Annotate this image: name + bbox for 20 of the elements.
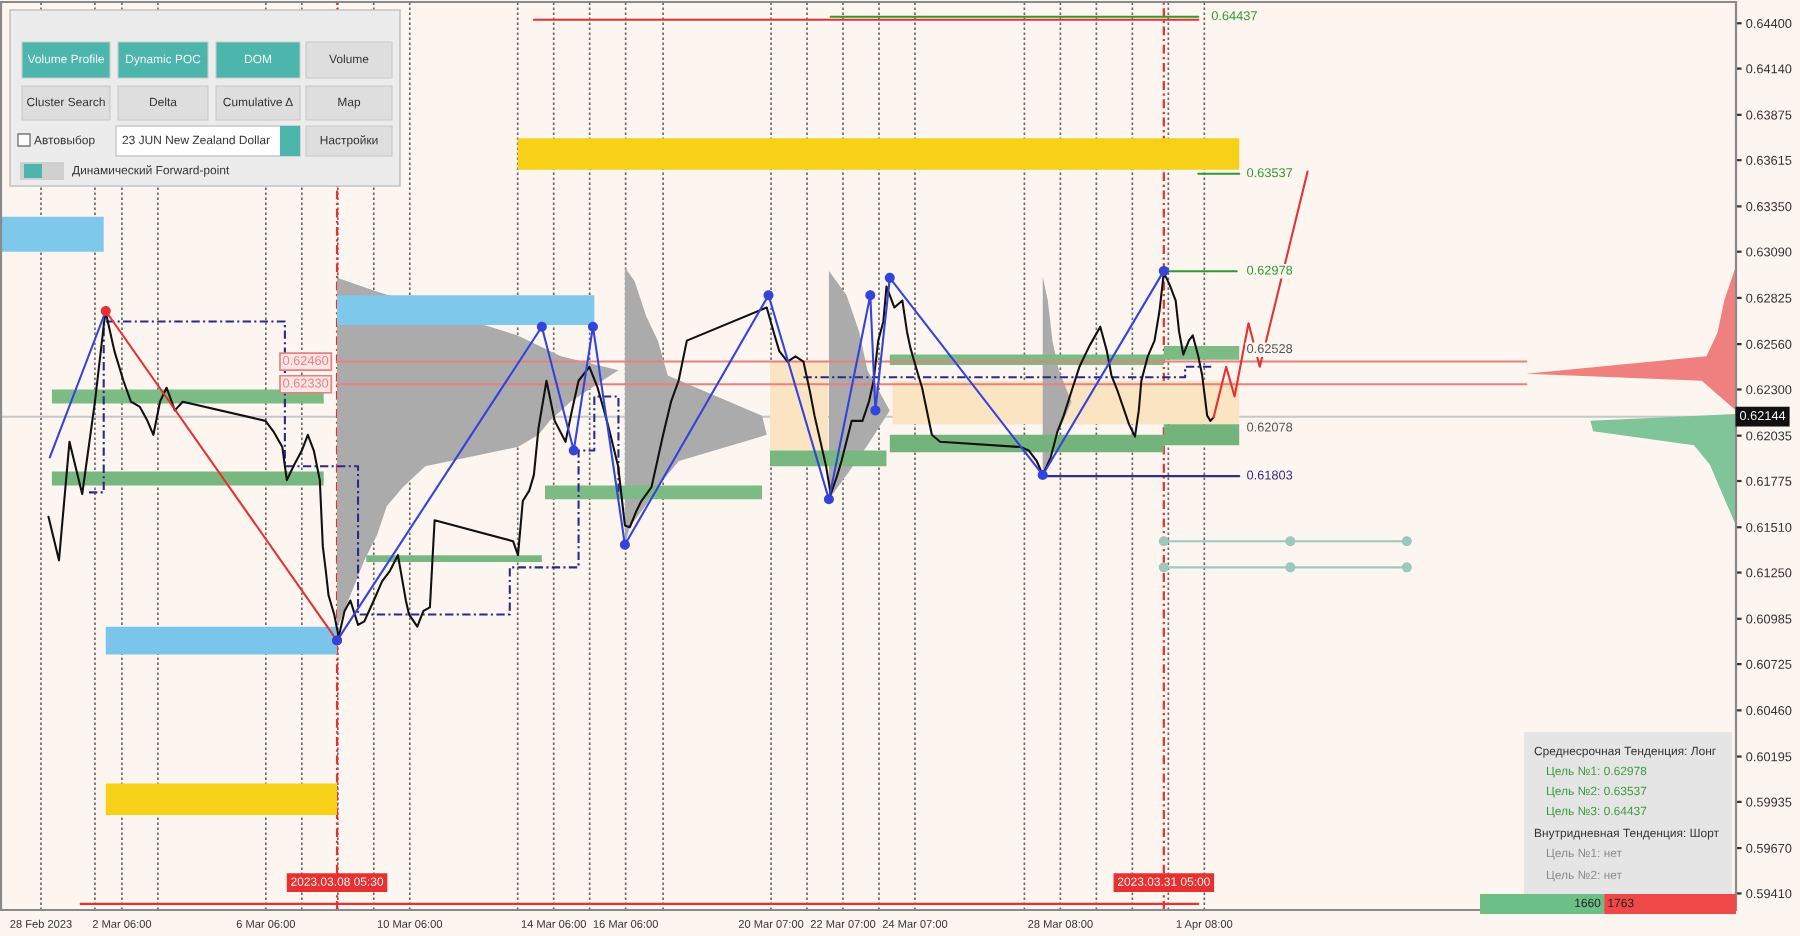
point (536, 321, 547, 332)
line-series (87, 320, 620, 616)
point (823, 494, 834, 505)
point (763, 290, 774, 301)
point (870, 405, 881, 416)
point (100, 306, 111, 316)
line-series (1212, 170, 1309, 419)
point (619, 539, 630, 550)
point (568, 445, 579, 456)
point (1037, 469, 1048, 480)
point (865, 290, 876, 301)
point (884, 272, 895, 283)
point (1158, 536, 1169, 547)
point (1158, 562, 1169, 573)
point (1285, 536, 1296, 547)
point (1285, 562, 1296, 573)
point (1401, 562, 1412, 573)
point (1158, 265, 1169, 276)
point (587, 321, 598, 332)
point (1401, 536, 1412, 547)
